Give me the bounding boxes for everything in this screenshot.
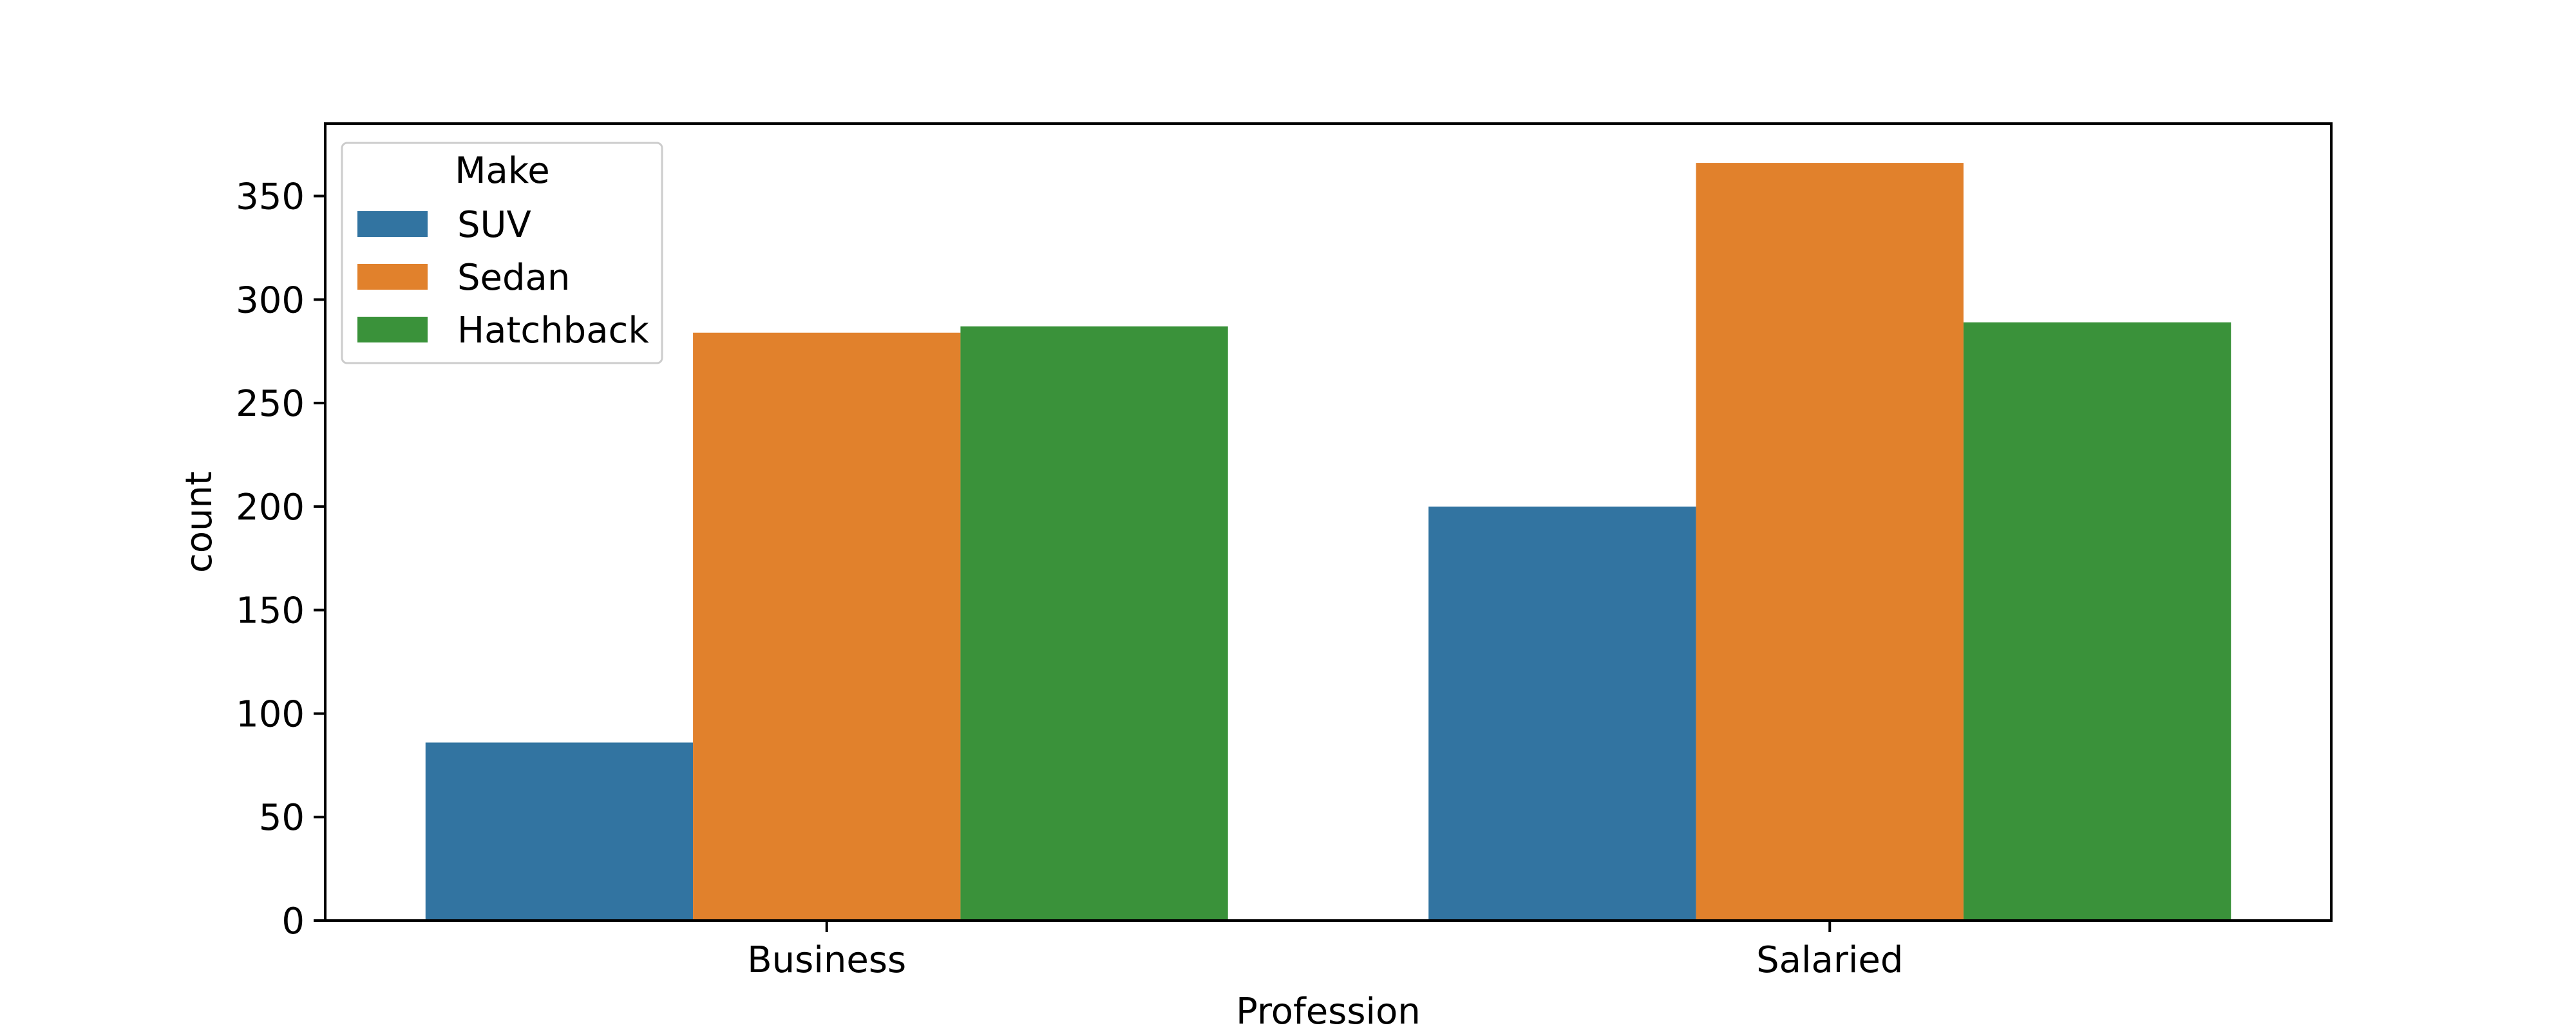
bar-sedan-business bbox=[693, 332, 961, 921]
legend-swatch-hatchback bbox=[357, 317, 428, 342]
plot-frame bbox=[324, 122, 2333, 922]
x-tick-label: Business bbox=[747, 939, 906, 981]
y-tick-label: 150 bbox=[236, 590, 305, 632]
y-axis: 0 50 100 150 200 250 300 350 bbox=[236, 176, 325, 942]
legend-box bbox=[341, 142, 663, 364]
legend-swatch-suv bbox=[357, 211, 428, 237]
legend-label-sedan: Sedan bbox=[457, 257, 570, 299]
bar-suv-salaried bbox=[1428, 506, 1696, 921]
y-axis-label: count bbox=[178, 471, 220, 573]
x-axis-label: Profession bbox=[1236, 991, 1421, 1030]
x-axis: Business Salaried bbox=[747, 921, 1903, 981]
bar-hatchback-business bbox=[960, 326, 1228, 921]
y-tick-label: 0 bbox=[281, 901, 305, 942]
y-tick-label: 200 bbox=[236, 487, 305, 529]
bars-layer bbox=[425, 163, 2231, 921]
y-tick-label: 350 bbox=[236, 176, 305, 218]
y-tick-label: 250 bbox=[236, 383, 305, 425]
x-tick-label: Salaried bbox=[1756, 939, 1903, 981]
y-tick-label: 300 bbox=[236, 279, 305, 321]
bar-sedan-salaried bbox=[1696, 163, 1964, 921]
legend-label-suv: SUV bbox=[457, 204, 531, 246]
legend: Make SUV Sedan Hatchback bbox=[341, 142, 663, 364]
bar-hatchback-salaried bbox=[1963, 322, 2231, 921]
y-tick-label: 50 bbox=[259, 797, 305, 839]
legend-label-hatchback: Hatchback bbox=[457, 310, 649, 351]
y-tick-label: 100 bbox=[236, 693, 305, 735]
legend-title: Make bbox=[455, 150, 550, 192]
bar-suv-business bbox=[425, 742, 694, 921]
legend-swatch-sedan bbox=[357, 264, 428, 290]
